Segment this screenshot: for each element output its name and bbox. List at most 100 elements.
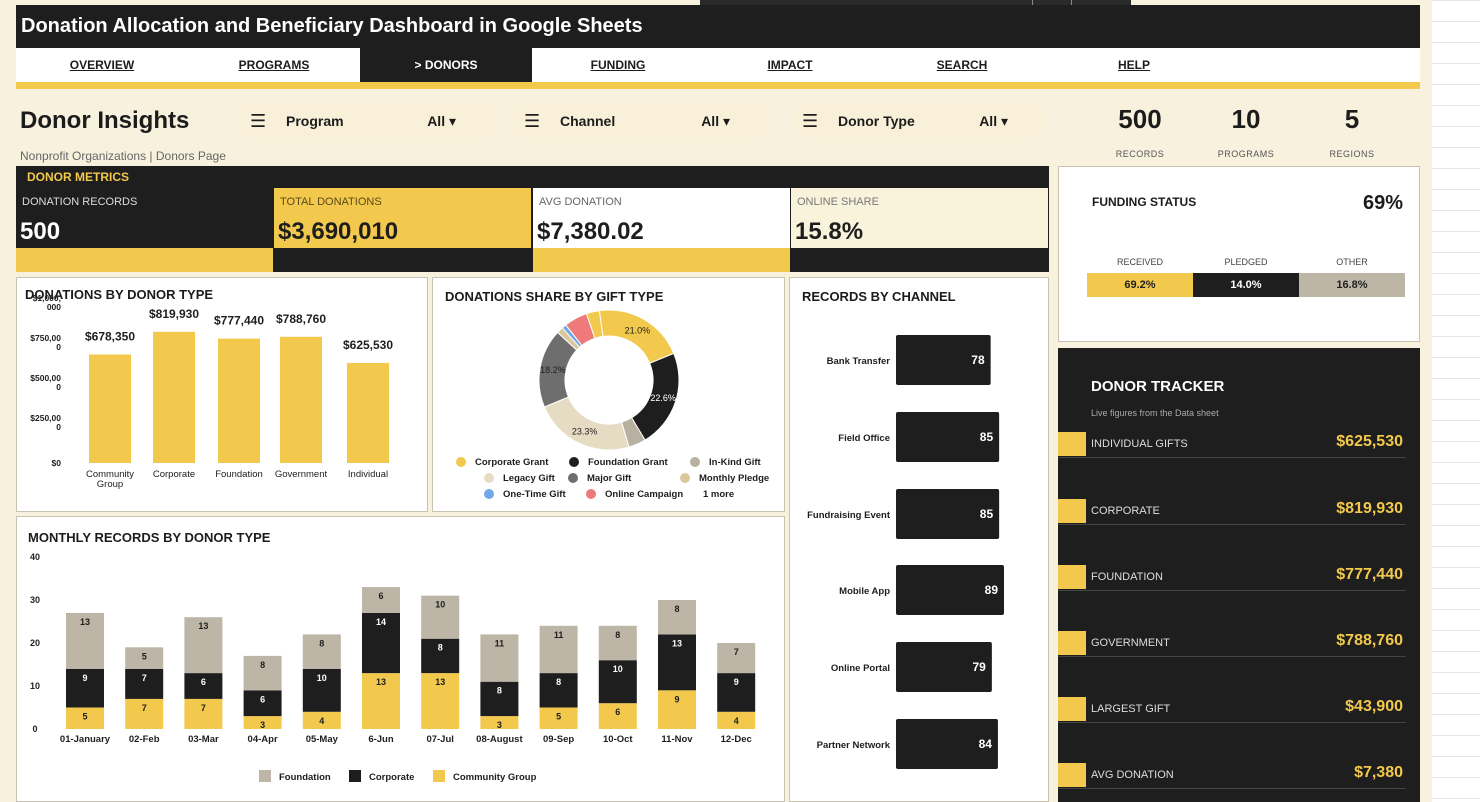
channel-chart-panel: RECORDS BY CHANNEL 78 Bank Transfer 85 Fiel… bbox=[789, 277, 1049, 802]
tracker-value: $788,760 bbox=[1336, 632, 1403, 649]
funding-status-panel: FUNDING STATUS 69% RECEIVED PLEDGED OTHE… bbox=[1058, 166, 1420, 342]
data-label: 89 bbox=[985, 583, 999, 597]
legend-label: Community Group bbox=[453, 772, 537, 783]
x-tick-label: 03-Mar bbox=[188, 734, 219, 745]
filter-label: Donor Type bbox=[838, 113, 915, 129]
bar-segment bbox=[184, 673, 223, 699]
bar-segment bbox=[539, 625, 578, 674]
data-label: 11 bbox=[554, 630, 564, 640]
bar-segment bbox=[302, 668, 341, 712]
funding-title: FUNDING STATUS bbox=[1092, 195, 1197, 209]
data-label: 79 bbox=[973, 660, 987, 674]
filter-donor-type[interactable]: ☰ Donor Type All ▾ bbox=[790, 101, 1048, 141]
bar-segment bbox=[539, 707, 578, 729]
funding-label-other: OTHER bbox=[1336, 257, 1368, 267]
bar-segment bbox=[658, 690, 696, 729]
x-tick-label: 12-Dec bbox=[721, 734, 752, 745]
nav-help[interactable]: HELP bbox=[1117, 58, 1150, 72]
kpi-label: RECORDS bbox=[1115, 149, 1165, 159]
data-label: 13 bbox=[80, 617, 90, 627]
bar-segment bbox=[125, 698, 164, 729]
legend-more: 1 more bbox=[703, 489, 734, 500]
bar bbox=[896, 565, 1004, 615]
filter-program[interactable]: ☰ Program All ▾ bbox=[238, 101, 496, 141]
y-tick-label: 10 bbox=[30, 681, 40, 691]
data-label: 10 bbox=[613, 664, 623, 674]
bar bbox=[153, 331, 195, 463]
data-label: 8 bbox=[260, 660, 265, 670]
kpi-label: PROGRAMS bbox=[1217, 149, 1275, 159]
bar-segment bbox=[66, 668, 104, 708]
y-tick-label: $250,00 bbox=[30, 413, 61, 423]
tracker-value: $7,380 bbox=[1354, 764, 1403, 781]
chart-title: DONATIONS SHARE BY GIFT TYPE bbox=[445, 289, 664, 304]
data-label: 7 bbox=[201, 703, 206, 713]
page-title: Donor Insights bbox=[20, 107, 190, 134]
legend-swatch bbox=[484, 473, 494, 483]
data-label: 8 bbox=[674, 604, 679, 614]
legend-label: Foundation Grant bbox=[588, 457, 669, 468]
tracker-swatch bbox=[1058, 697, 1086, 721]
data-label: 13 bbox=[198, 621, 208, 631]
bar-segment bbox=[658, 600, 696, 635]
kpi-value: 500 bbox=[1118, 104, 1162, 134]
bar-segment bbox=[362, 673, 400, 729]
nav-search[interactable]: SEARCH bbox=[936, 58, 988, 72]
bar-segment bbox=[598, 703, 637, 729]
legend-label: Major Gift bbox=[587, 473, 632, 484]
bar bbox=[896, 719, 998, 769]
metric-value: 15.8% bbox=[795, 218, 864, 245]
metric-value: $3,690,010 bbox=[278, 218, 399, 245]
y-tick-label: 0 bbox=[56, 342, 61, 352]
donor-type-chart-panel: DONATIONS BY DONOR TYPE $0 $250,00 0 $500,0… bbox=[16, 277, 428, 512]
bar-segment bbox=[717, 711, 756, 729]
metric-label: AVG DONATION bbox=[539, 196, 622, 208]
nav-funding[interactable]: FUNDING bbox=[590, 58, 646, 72]
legend-label: Online Campaign bbox=[605, 489, 683, 500]
data-label: 8 bbox=[438, 643, 443, 653]
y-tick-label: 20 bbox=[30, 638, 40, 648]
x-tick-label: 08-August bbox=[476, 734, 523, 745]
data-label: 9 bbox=[734, 677, 739, 687]
filter-value[interactable]: All ▾ bbox=[979, 112, 1008, 129]
data-label: 13 bbox=[672, 638, 682, 648]
nav-impact[interactable]: IMPACT bbox=[767, 58, 813, 72]
data-label: 7 bbox=[142, 673, 147, 683]
data-label: 78 bbox=[971, 353, 985, 367]
pie-slice bbox=[598, 309, 675, 364]
bar-segment bbox=[362, 612, 400, 674]
bar-segment bbox=[658, 634, 696, 691]
legend-label: Corporate Grant bbox=[475, 457, 549, 468]
data-label: 4 bbox=[319, 716, 324, 726]
tracker-swatch bbox=[1058, 763, 1086, 787]
metric-label: ONLINE SHARE bbox=[797, 196, 879, 208]
filter-icon: ☰ bbox=[250, 110, 267, 131]
metric-avg-donation: AVG DONATION $7,380.02 bbox=[533, 188, 790, 272]
data-label: $678,350 bbox=[85, 329, 135, 343]
data-label: 10 bbox=[435, 600, 445, 610]
funding-label-pledged: PLEDGED bbox=[1224, 257, 1268, 267]
data-label: 5 bbox=[556, 712, 561, 722]
filter-channel[interactable]: ☰ Channel All ▾ bbox=[512, 101, 770, 141]
nav-programs[interactable]: PROGRAMS bbox=[238, 58, 310, 72]
y-tick-label: $500,00 bbox=[30, 373, 61, 383]
data-label: 9 bbox=[82, 673, 87, 683]
filter-value[interactable]: All ▾ bbox=[701, 112, 730, 129]
monthly-chart-panel: MONTHLY RECORDS BY DONOR TYPE 0 10 20 30 40 5… bbox=[16, 516, 785, 802]
legend-label: Corporate bbox=[369, 772, 414, 783]
chart-title: RECORDS BY CHANNEL bbox=[802, 289, 956, 304]
nav-donors[interactable]: > DONORS bbox=[360, 48, 532, 82]
tracker-row: INDIVIDUAL GIFTS $625,530 bbox=[1058, 432, 1406, 458]
donor-type-bar-chart: $0$250,000$500,000$750,000$1,000,000$678… bbox=[30, 293, 393, 490]
gift-type-donut-chart: 21.0% 22.6% 23.3% 18.2% Corporate Grant Found… bbox=[456, 309, 769, 500]
tracker-label: AVG DONATION bbox=[1091, 769, 1174, 781]
x-tick-label: Government bbox=[275, 469, 328, 480]
data-label: 13 bbox=[376, 677, 386, 687]
data-label: 85 bbox=[980, 430, 994, 444]
data-label: 6 bbox=[201, 677, 206, 687]
bar-segment bbox=[125, 668, 164, 699]
filter-value[interactable]: All ▾ bbox=[427, 112, 456, 129]
donor-metrics: DONOR METRICS DONATION RECORDS 500 TOTAL… bbox=[16, 166, 1049, 272]
nav-overview[interactable]: OVERVIEW bbox=[69, 58, 135, 72]
y-tick-label: Mobile App bbox=[839, 586, 890, 597]
